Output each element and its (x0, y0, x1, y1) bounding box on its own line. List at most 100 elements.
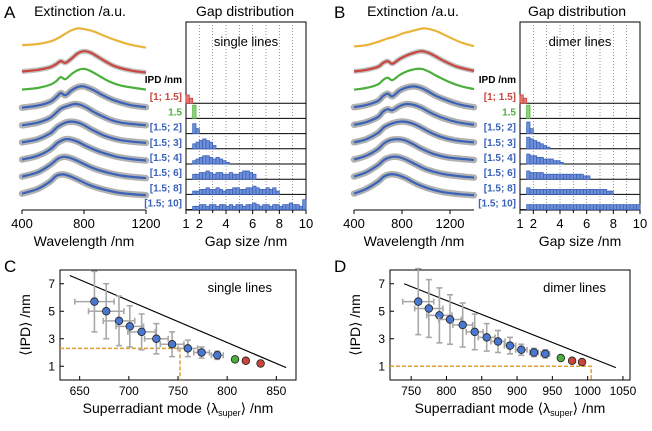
gap-bar (202, 138, 207, 150)
gap-bar (278, 205, 284, 211)
x-tick-label: 2 (196, 216, 203, 231)
gap-bar (582, 175, 588, 180)
gap-bar (546, 173, 551, 180)
gap-bar (215, 156, 220, 165)
y-axis-label: ⟨IPD⟩ /nm (347, 294, 363, 356)
gap-bar (532, 172, 538, 180)
gap-bar (228, 189, 234, 195)
gap-bar (195, 128, 200, 134)
gap-bar (552, 160, 558, 165)
gap-bar (596, 189, 601, 195)
gap-bar (529, 172, 534, 180)
ipd-row-label: [1.5; 10] (144, 199, 182, 210)
gap-bar (599, 189, 604, 195)
panel-letter-d: D (334, 257, 346, 276)
gap-bar (536, 156, 541, 165)
gap-bar (529, 204, 534, 210)
gap-bar (566, 189, 571, 195)
x-tick-label: 1200 (436, 216, 465, 231)
gap-bar (262, 189, 267, 195)
gap-bar (245, 170, 250, 180)
x-tick-label: 850 (472, 384, 492, 398)
gap-bar (205, 140, 210, 150)
gap-bar (198, 156, 204, 165)
gap-bar (208, 141, 214, 150)
gap-distribution-a: single lines IPD /nm [1; 1.5] 1.5 [1.5; 2] [1… (144, 21, 313, 249)
data-point (213, 351, 222, 360)
gap-bar (192, 160, 197, 165)
gap-bar (539, 143, 544, 150)
gap-bar (526, 204, 531, 210)
x-axis-label-prefix: Superradiant mode ⟨ (83, 400, 211, 416)
extinction-curve (21, 27, 147, 49)
extinction-curve (21, 137, 147, 162)
x-axis-label-suffix: ⟩ /nm (241, 400, 274, 416)
gap-bar (228, 204, 234, 210)
extinction-curve (21, 50, 147, 74)
ipd-header: IPD /nm (145, 75, 182, 86)
ipd-row-label: [1.5; 8] (484, 183, 516, 194)
data-point (445, 315, 455, 324)
gap-bar (185, 94, 190, 104)
gap-annotation: single lines (214, 34, 279, 49)
gap-bar (592, 189, 598, 195)
gap-bar (295, 204, 300, 210)
x-axis-label-subscript: super (550, 408, 573, 418)
gap-bar (552, 189, 558, 195)
data-point (183, 344, 193, 353)
x-tick-label: 10 (633, 216, 647, 231)
gap-bar (272, 187, 277, 195)
data-point (241, 356, 251, 365)
gap-bar (242, 189, 247, 195)
ipd-scatter-d: 750 800 850 900 950 1000 1050 1 3 5 7 dimer lines ⟨I… (347, 267, 637, 418)
gap-bar (566, 204, 571, 210)
extinction-curve (353, 102, 475, 126)
gap-bar (198, 204, 204, 210)
data-point (567, 356, 577, 365)
gap-bar (242, 205, 247, 211)
gap-bar (542, 145, 548, 150)
gap-bar (636, 204, 641, 210)
marker-dashed-line (390, 365, 592, 380)
x-tick-label: 850 (266, 384, 286, 398)
data-point (125, 322, 135, 331)
gap-bar (258, 189, 264, 195)
gap-bar (572, 204, 578, 210)
x-axis-label: Superradiant mode ⟨λsuper⟩ /nm (83, 400, 274, 418)
gap-bar (526, 170, 531, 180)
gap-bar (526, 121, 531, 135)
gap-title-b: Gap distribution (528, 3, 626, 19)
extinction-curve (353, 85, 475, 109)
gap-bar (546, 189, 551, 195)
gap-bar (546, 158, 551, 165)
gap-bar (218, 204, 224, 210)
gap-bar (606, 204, 611, 210)
gap-bar (526, 187, 531, 195)
gap-bar (198, 189, 204, 195)
gap-bar (195, 173, 200, 180)
ipd-row-label: 1.5 (502, 107, 516, 118)
gap-bar (622, 204, 628, 210)
gap-bar (208, 156, 214, 165)
extinction-curve (21, 85, 147, 109)
x-axis-label-prefix: Superradiant mode ⟨ (415, 400, 543, 416)
gap-bar (218, 158, 224, 165)
ipd-row-label: [1.5; 8] (150, 183, 182, 194)
gap-bar (562, 173, 568, 180)
gap-bar (225, 173, 230, 180)
x-tick-label: 800 (391, 216, 413, 231)
data-point (556, 353, 566, 363)
gap-bar (212, 173, 217, 180)
x-axis-label: Wavelength /nm (364, 233, 465, 249)
gap-bar (552, 173, 558, 180)
gap-bar (586, 189, 591, 195)
data-point (541, 349, 550, 359)
x-tick-label: 400 (343, 216, 365, 231)
gap-bar (195, 141, 200, 150)
gap-bar (619, 204, 624, 210)
data-point (505, 341, 515, 350)
gap-bar (192, 104, 197, 119)
gap-bar (539, 156, 544, 165)
gap-bar (192, 143, 197, 150)
plot-annotation: dimer lines (543, 280, 606, 295)
